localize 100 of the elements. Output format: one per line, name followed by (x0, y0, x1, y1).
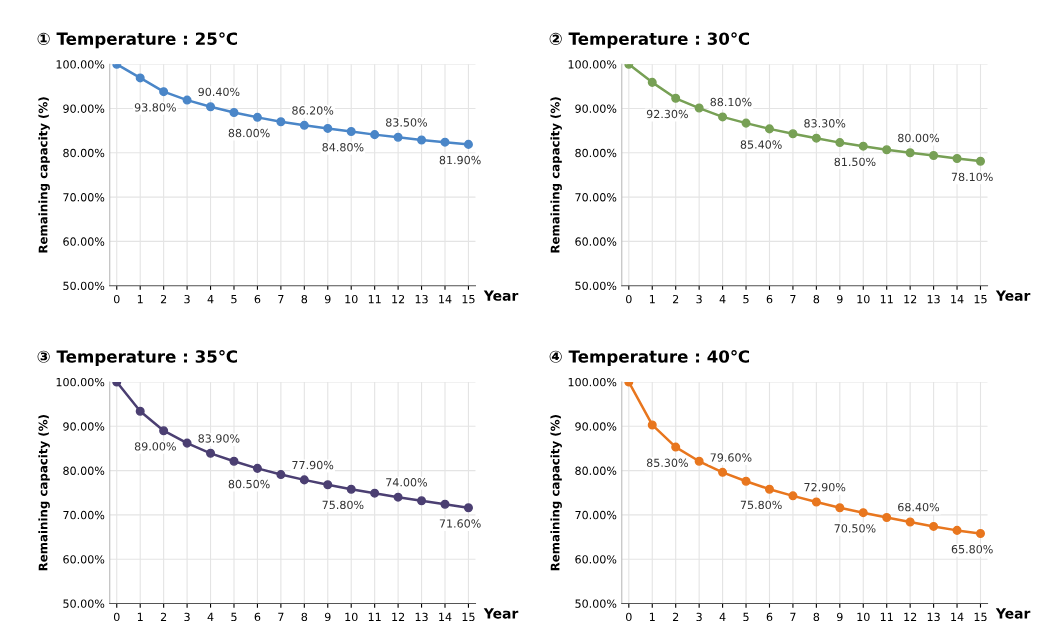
chart-title: ② Temperature : 30℃ (549, 32, 750, 49)
point (299, 475, 309, 485)
y-tick-label: 90.00% (63, 422, 105, 431)
y-tick-label: 80.00% (63, 466, 105, 475)
point (417, 135, 427, 145)
x-tick-label: 12 (392, 294, 405, 304)
x-tick-label: 0 (626, 612, 632, 622)
data-label: 90.40% (198, 87, 240, 97)
x-axis-title: Year (995, 608, 1031, 619)
x-tick-label: 11 (368, 295, 381, 304)
x-tick-label: 15 (974, 612, 987, 622)
point (463, 503, 473, 513)
x-tick-label: 5 (743, 612, 749, 622)
y-tick-label: 50.00% (575, 599, 617, 608)
point (764, 484, 774, 494)
x-tick-label: 2 (160, 612, 167, 621)
point (764, 124, 774, 134)
x-tick-label: 7 (790, 295, 796, 304)
data-label: 86.20% (292, 106, 334, 115)
x-tick-label: 4 (207, 295, 214, 304)
point (159, 426, 169, 436)
point (671, 93, 681, 103)
y-tick-label: 80.00% (575, 466, 617, 475)
point (835, 503, 845, 513)
point (135, 406, 145, 416)
point (417, 496, 427, 506)
x-tick-label: 12 (392, 612, 405, 621)
y-tick-label: 100.00% (56, 60, 105, 69)
x-tick-label: 4 (207, 612, 214, 621)
x-tick-label: 1 (137, 612, 143, 621)
y-tick-label: 100.00% (568, 60, 617, 69)
x-tick-label: 0 (113, 294, 120, 304)
y-tick-label: 80.00% (575, 148, 617, 158)
data-label: 65.80% (951, 544, 993, 554)
x-axis-title: Year (995, 290, 1031, 301)
y-tick-label: 100.00% (56, 377, 105, 387)
x-tick-label: 6 (254, 294, 261, 304)
point (905, 148, 915, 158)
point (882, 145, 892, 155)
x-tick-label: 11 (368, 612, 381, 621)
data-label: 75.80% (322, 500, 364, 510)
x-tick-label: 3 (696, 612, 702, 622)
data-label: 92.30% (646, 109, 688, 119)
x-tick-label: 12 (904, 294, 917, 304)
y-axis-title: Remaining capacity (%) (550, 97, 562, 253)
data-label: 70.50% (834, 524, 876, 533)
x-tick-label: 10 (857, 294, 870, 304)
point (975, 528, 986, 539)
data-label: 81.90% (439, 155, 481, 165)
x-tick-label: 1 (649, 612, 655, 621)
point (671, 442, 681, 452)
y-tick-label: 80.00% (63, 148, 105, 158)
x-tick-label: 15 (974, 295, 987, 304)
point (346, 127, 356, 137)
x-tick-label: 1 (649, 295, 655, 304)
point (788, 491, 798, 501)
point (206, 102, 216, 112)
data-label: 83.90% (198, 434, 240, 443)
x-tick-label: 0 (626, 294, 632, 304)
point (905, 517, 915, 527)
x-tick-label: 11 (880, 295, 893, 304)
chart-title: ③ Temperature : 35℃ (37, 350, 237, 367)
x-tick-label: 15 (462, 295, 475, 304)
point (858, 508, 868, 518)
chart-title: ① Temperature : 25℃ (37, 32, 237, 49)
point (463, 139, 473, 149)
point (975, 156, 986, 166)
x-tick-label: 14 (951, 612, 964, 621)
x-tick-label: 11 (880, 612, 893, 621)
point (694, 456, 704, 466)
x-tick-label: 4 (719, 295, 726, 304)
point (788, 129, 798, 139)
x-tick-label: 13 (927, 294, 940, 304)
data-label: 83.30% (804, 119, 846, 128)
data-label: 80.50% (228, 479, 270, 489)
data-label: 80.00% (898, 133, 940, 143)
data-label: 83.50% (386, 118, 428, 127)
point (952, 525, 962, 535)
point (835, 138, 845, 148)
x-tick-label: 7 (278, 612, 284, 621)
point (929, 150, 939, 160)
x-tick-label: 3 (184, 294, 190, 304)
x-tick-label: 7 (278, 295, 284, 304)
x-tick-label: 6 (766, 612, 773, 622)
x-tick-label: 12 (904, 612, 917, 621)
point (276, 117, 286, 127)
x-tick-label: 15 (462, 612, 475, 622)
point (718, 467, 728, 477)
x-tick-label: 13 (415, 612, 428, 622)
data-label: 88.00% (228, 128, 270, 138)
data-label: 85.30% (646, 458, 688, 467)
x-tick-label: 8 (813, 294, 820, 304)
data-label: 77.90% (292, 460, 334, 470)
point (858, 141, 868, 151)
y-tick-label: 60.00% (575, 555, 617, 564)
point (229, 107, 239, 117)
x-tick-label: 6 (766, 294, 773, 304)
y-tick-label: 70.00% (63, 193, 105, 202)
x-axis-title: Year (483, 608, 519, 619)
point (182, 438, 192, 448)
